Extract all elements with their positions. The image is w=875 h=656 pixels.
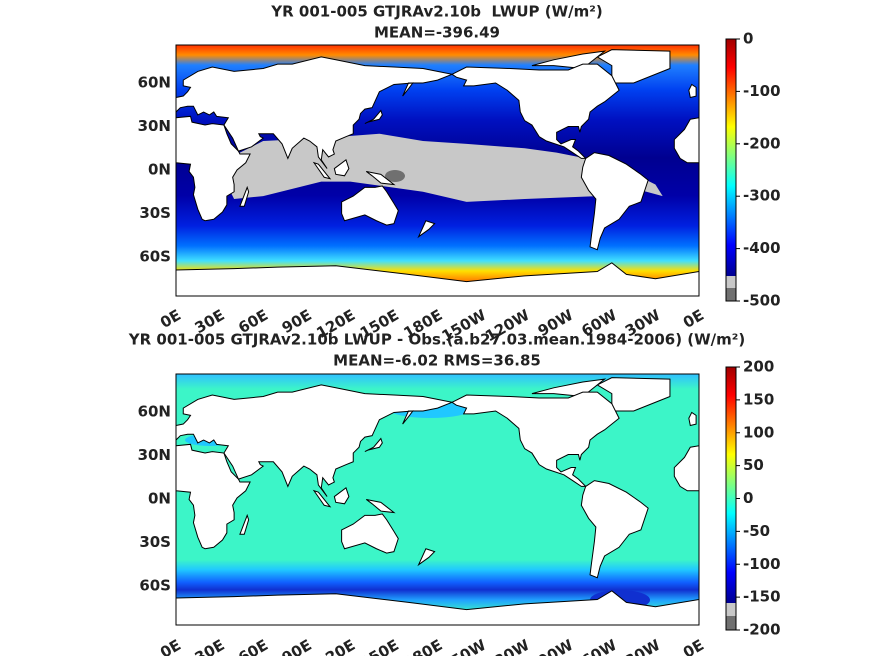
colorbar-missing [726,276,736,288]
colorbar-tick-label: -200 [743,621,781,639]
colorbar-tick-label: 200 [743,358,774,376]
colorbar-missing [726,288,736,301]
colorbar-tick-label: 150 [743,390,774,408]
colorbar-tick-label: -400 [743,239,781,257]
lat-label: 60N [138,74,171,92]
colorbar-tick-label: -100 [743,82,781,100]
lon-label: 30E [192,636,228,656]
lat-label: 0N [148,161,171,179]
lon-label: 0E [157,636,184,656]
map-field [176,45,699,296]
panel-title: YR 001-005 GTJRAv2.10b LWUP - Obs.(a.b27… [128,331,745,349]
lon-label: 90W [535,636,577,656]
colorbar-tick-label: -150 [743,588,781,606]
lon-label: 0E [157,306,184,332]
lat-label: 30S [139,533,171,551]
lat-label: 30N [138,446,171,464]
lat-label: 30S [139,204,171,222]
colorbar-tick-label: -200 [743,134,781,152]
colorbar-tick-label: 50 [743,456,764,474]
lon-label: 120W [482,636,533,656]
lon-label: 180E [400,636,445,656]
colorbar-missing [726,616,736,630]
panel-subtitle: MEAN=-396.49 [374,24,500,42]
colorbar [726,39,736,276]
lon-label: 0E [680,636,707,656]
lat-label: 60S [139,577,171,595]
colorbar-missing [726,603,736,616]
lon-label: 90E [279,636,315,656]
map-field [176,374,699,625]
lon-label: 150E [357,636,402,656]
panel-subtitle: MEAN=-6.02 RMS=36.85 [333,352,541,370]
colorbar-tick-label: 0 [743,489,753,507]
lon-label: 60W [578,636,620,656]
lon-label: 150W [439,636,490,656]
lon-label: 0E [680,306,707,332]
colorbar-tick-label: 100 [743,423,774,441]
lon-label: 120E [313,636,358,656]
lat-label: 60N [138,403,171,421]
colorbar [726,367,736,603]
colorbar-frame [725,38,737,302]
colorbar-tick-label: -300 [743,187,781,205]
map-frame [175,373,700,626]
map-frame [175,44,700,297]
lat-label: 60S [139,248,171,266]
colorbar-tick-label: -100 [743,555,781,573]
panel-title: YR 001-005 GTJRAv2.10b LWUP (W/m²) [270,3,602,21]
colorbar-tick-label: 0 [743,30,753,48]
colorbar-tick-label: -500 [743,292,781,310]
lon-label: 30W [622,636,664,656]
lat-label: 0N [148,490,171,508]
lon-label: 60E [235,636,271,656]
lat-label: 30N [138,117,171,135]
colorbar-tick-label: -50 [743,522,770,540]
